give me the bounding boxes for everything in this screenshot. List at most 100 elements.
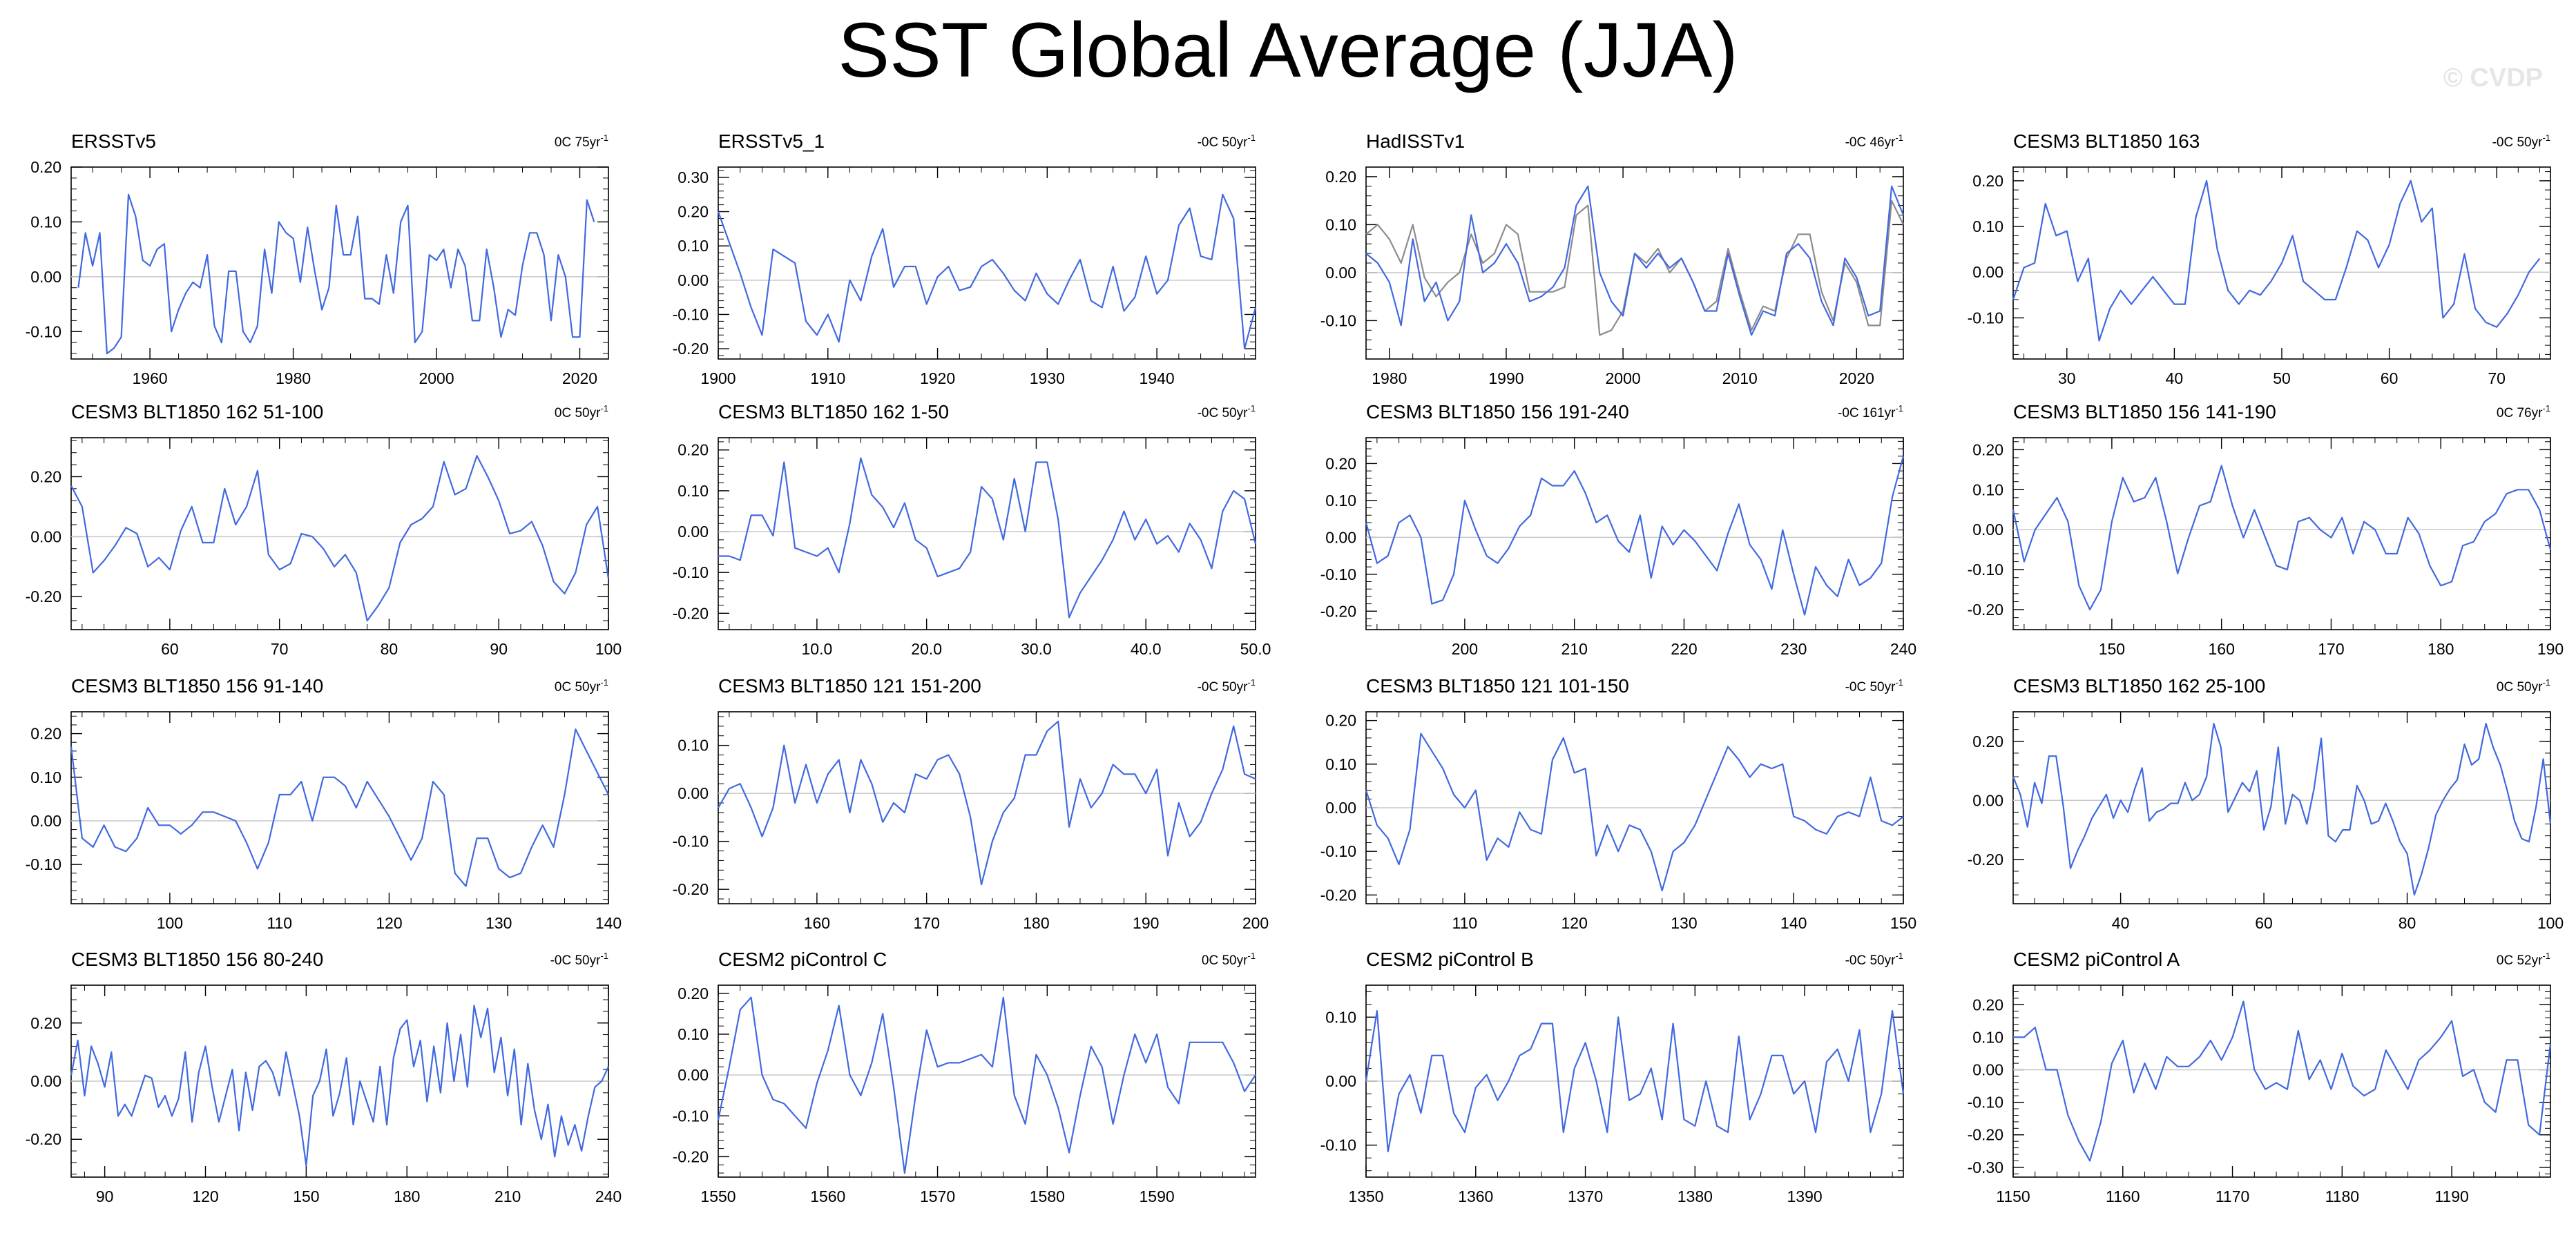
x-tick-label: 180 — [2428, 640, 2454, 658]
panel-title: ERSSTv5 — [71, 130, 156, 152]
panel: CESM3 BLT1850 156 80-240 -0C 50yr-1 90 120 1… — [26, 949, 622, 1205]
trend-label: -0C 50yr-1 — [1198, 677, 1256, 695]
panel-title: CESM3 BLT1850 163 — [2013, 130, 2200, 152]
trend-label: 0C 76yr-1 — [2497, 403, 2550, 420]
y-tick-label: -0.20 — [673, 604, 709, 622]
y-tick-label: -0.20 — [1968, 1126, 2003, 1144]
panel-title: CESM3 BLT1850 162 51-100 — [71, 401, 323, 423]
x-tick-label: 40 — [2166, 369, 2184, 387]
y-tick-label: 0.20 — [677, 203, 709, 221]
x-tick-label: 120 — [192, 1187, 218, 1205]
x-tick-label: 40.0 — [1131, 640, 1162, 658]
x-tick-label: 170 — [913, 914, 939, 932]
x-tick-label: 110 — [1452, 914, 1478, 932]
panel: ERSSTv5_1 -0C 50yr-1 1900 1910 1920 1930 1940 -… — [673, 130, 1257, 387]
x-tick-label: 130 — [1671, 914, 1697, 932]
trend-label: 0C 75yr-1 — [555, 133, 608, 150]
trend-label: 0C 50yr-1 — [1202, 951, 1256, 968]
x-tick-label: 30 — [2058, 369, 2076, 387]
y-tick-label: 0.10 — [1325, 492, 1356, 510]
y-tick-label: 0.00 — [30, 268, 61, 286]
x-tick-label: 130 — [486, 914, 512, 932]
x-tick-label: 1930 — [1030, 369, 1065, 387]
series-line — [717, 996, 1256, 1174]
x-tick-label: 1390 — [1787, 1187, 1823, 1205]
x-tick-label: 1900 — [700, 369, 736, 387]
panel-title: CESM3 BLT1850 121 151-200 — [718, 675, 981, 697]
x-tick-label: 40 — [2112, 914, 2130, 932]
y-tick-label: 0.00 — [30, 812, 61, 830]
y-tick-label: 0.00 — [1325, 264, 1356, 282]
x-tick-label: 2000 — [1606, 369, 1641, 387]
x-tick-label: 70 — [2488, 369, 2506, 387]
panel: CESM3 BLT1850 163 -0C 50yr-1 30 40 50 60 70 -0.… — [1968, 130, 2551, 387]
y-tick-label: 0.20 — [1325, 712, 1356, 730]
y-tick-label: 0.00 — [677, 523, 709, 541]
panel-frame — [2012, 984, 2551, 1178]
y-tick-label: -0.20 — [1320, 602, 1356, 620]
panel-frame — [718, 984, 1256, 1178]
panel-title: CESM2 piControl B — [1366, 949, 1534, 970]
panel-frame — [70, 711, 609, 904]
x-tick-label: 60 — [2381, 369, 2399, 387]
y-tick-label: 0.10 — [30, 768, 61, 786]
y-tick-label: 0.00 — [30, 1072, 61, 1090]
panel-title: ERSSTv5_1 — [718, 130, 825, 152]
x-tick-label: 1170 — [2215, 1187, 2249, 1205]
x-tick-label: 1960 — [133, 369, 168, 387]
x-tick-label: 140 — [1780, 914, 1807, 932]
x-tick-label: 150 — [293, 1187, 319, 1205]
watermark: © CVDP — [2443, 64, 2543, 93]
x-tick-label: 1580 — [1030, 1187, 1065, 1205]
x-tick-label: 230 — [1780, 640, 1807, 658]
panel: CESM3 BLT1850 121 151-200 -0C 50yr-1 160 17… — [673, 675, 1269, 932]
y-tick-label: 0.00 — [1972, 263, 2003, 281]
x-tick-label: 140 — [595, 914, 622, 932]
series-line — [77, 193, 595, 355]
trend-label: 0C 50yr-1 — [555, 677, 608, 695]
y-tick-label: -0.20 — [1968, 601, 2003, 619]
x-tick-label: 1160 — [2106, 1187, 2140, 1205]
panel: CESM3 BLT1850 121 101-150 -0C 50yr-1 110 12… — [1320, 675, 1917, 932]
y-tick-label: -0.10 — [1320, 1136, 1356, 1154]
y-tick-label: 0.00 — [677, 271, 709, 289]
panel-title: CESM3 BLT1850 162 25-100 — [2013, 675, 2265, 697]
y-tick-label: -0.10 — [673, 305, 709, 323]
y-tick-label: 0.10 — [1972, 1028, 2003, 1046]
x-tick-label: 2020 — [1839, 369, 1874, 387]
y-tick-label: 0.10 — [1972, 481, 2003, 498]
panel: CESM3 BLT1850 156 91-140 0C 50yr-1 100 110 1… — [26, 675, 622, 932]
y-tick-label: -0.10 — [1320, 311, 1356, 329]
y-tick-label: 0.20 — [1972, 996, 2003, 1013]
x-tick-label: 60 — [2255, 914, 2273, 932]
y-tick-label: -0.20 — [673, 340, 709, 358]
panel-title: CESM3 BLT1850 121 101-150 — [1366, 675, 1629, 697]
series-line — [2013, 1000, 2552, 1162]
trend-label: 0C 50yr-1 — [2497, 677, 2550, 695]
x-tick-label: 180 — [394, 1187, 420, 1205]
x-tick-label: 200 — [1452, 640, 1478, 658]
x-tick-label: 60 — [161, 640, 179, 658]
y-tick-label: -0.20 — [673, 880, 709, 898]
y-tick-label: -0.10 — [26, 855, 61, 873]
x-tick-label: 50.0 — [1240, 640, 1271, 658]
x-tick-label: 1980 — [1372, 369, 1407, 387]
trend-label: -0C 50yr-1 — [550, 951, 608, 968]
series-line — [70, 455, 610, 622]
y-tick-label: -0.20 — [673, 1147, 709, 1165]
y-tick-label: 0.00 — [1972, 791, 2003, 809]
y-tick-label: -0.10 — [1968, 1094, 2003, 1112]
x-tick-label: 80 — [381, 640, 398, 658]
y-tick-label: 0.20 — [1325, 168, 1356, 186]
panel: CESM2 piControl C 0C 50yr-1 1550 1560 1570 15… — [673, 949, 1256, 1205]
y-tick-label: -0.20 — [1968, 851, 2003, 869]
series-line — [718, 457, 1257, 619]
x-tick-label: 210 — [1561, 640, 1587, 658]
x-tick-label: 70 — [271, 640, 289, 658]
y-tick-label: 0.20 — [1325, 454, 1356, 472]
x-tick-label: 90 — [96, 1187, 114, 1205]
x-tick-label: 1990 — [1488, 369, 1524, 387]
y-tick-label: -0.20 — [26, 1130, 61, 1148]
y-tick-label: 0.30 — [677, 168, 709, 186]
